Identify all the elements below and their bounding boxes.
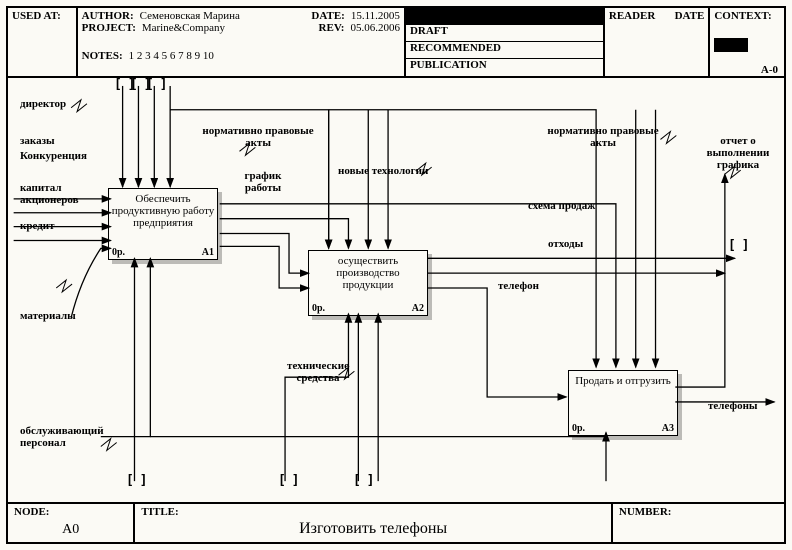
author-label: AUTHOR: [82, 10, 134, 22]
status-draft: DRAFT [406, 25, 603, 42]
header-date-label: DATE [675, 10, 705, 22]
context-label: CONTEXT: [714, 10, 771, 22]
date-value: 15.11.2005 [351, 10, 400, 22]
context-node: A-0 [761, 64, 778, 76]
notes-value: 1 2 3 4 5 6 7 8 9 10 [129, 50, 214, 62]
diagram-area: Обеспечить продуктивную работу предприят… [8, 80, 784, 500]
idef0-frame: USED AT: AUTHOR: Семеновская Марина DATE… [6, 6, 786, 544]
header-band: USED AT: AUTHOR: Семеновская Марина DATE… [8, 8, 784, 78]
project-label: PROJECT: [82, 22, 136, 34]
status-publication: PUBLICATION [406, 59, 603, 76]
footer-band: NODE: A0 TITLE: Изготовить телефоны NUMB… [8, 502, 784, 542]
meta-cell: AUTHOR: Семеновская Марина DATE: 15.11.2… [78, 8, 406, 76]
node-value: A0 [14, 522, 127, 538]
context-cell: CONTEXT: A-0 [710, 8, 784, 76]
status-working: WORKING [406, 8, 603, 25]
context-block-icon [714, 38, 748, 52]
author-value: Семеновская Марина [140, 10, 240, 22]
status-recommended: RECOMMENDED [406, 42, 603, 59]
title-value: Изготовить телефоны [141, 520, 604, 538]
number-label: NUMBER: [619, 506, 672, 518]
title-label: TITLE: [141, 506, 178, 518]
node-cell: NODE: A0 [8, 504, 135, 542]
rev-value: 05.06.2006 [350, 22, 400, 34]
node-label: NODE: [14, 506, 49, 518]
status-cell: WORKING DRAFT RECOMMENDED PUBLICATION [406, 8, 605, 76]
title-cell: TITLE: Изготовить телефоны [135, 504, 612, 542]
arrows-layer [8, 80, 784, 500]
project-value: Marine&Company [142, 22, 225, 34]
reader-label: READER [609, 10, 655, 22]
date-label: DATE: [311, 10, 344, 22]
number-cell: NUMBER: [613, 504, 784, 542]
reader-cell: READER DATE [605, 8, 710, 76]
rev-label: REV: [319, 22, 345, 34]
notes-label: NOTES: [82, 50, 123, 62]
used-at-label: USED AT: [12, 10, 61, 22]
used-at-cell: USED AT: [8, 8, 78, 76]
